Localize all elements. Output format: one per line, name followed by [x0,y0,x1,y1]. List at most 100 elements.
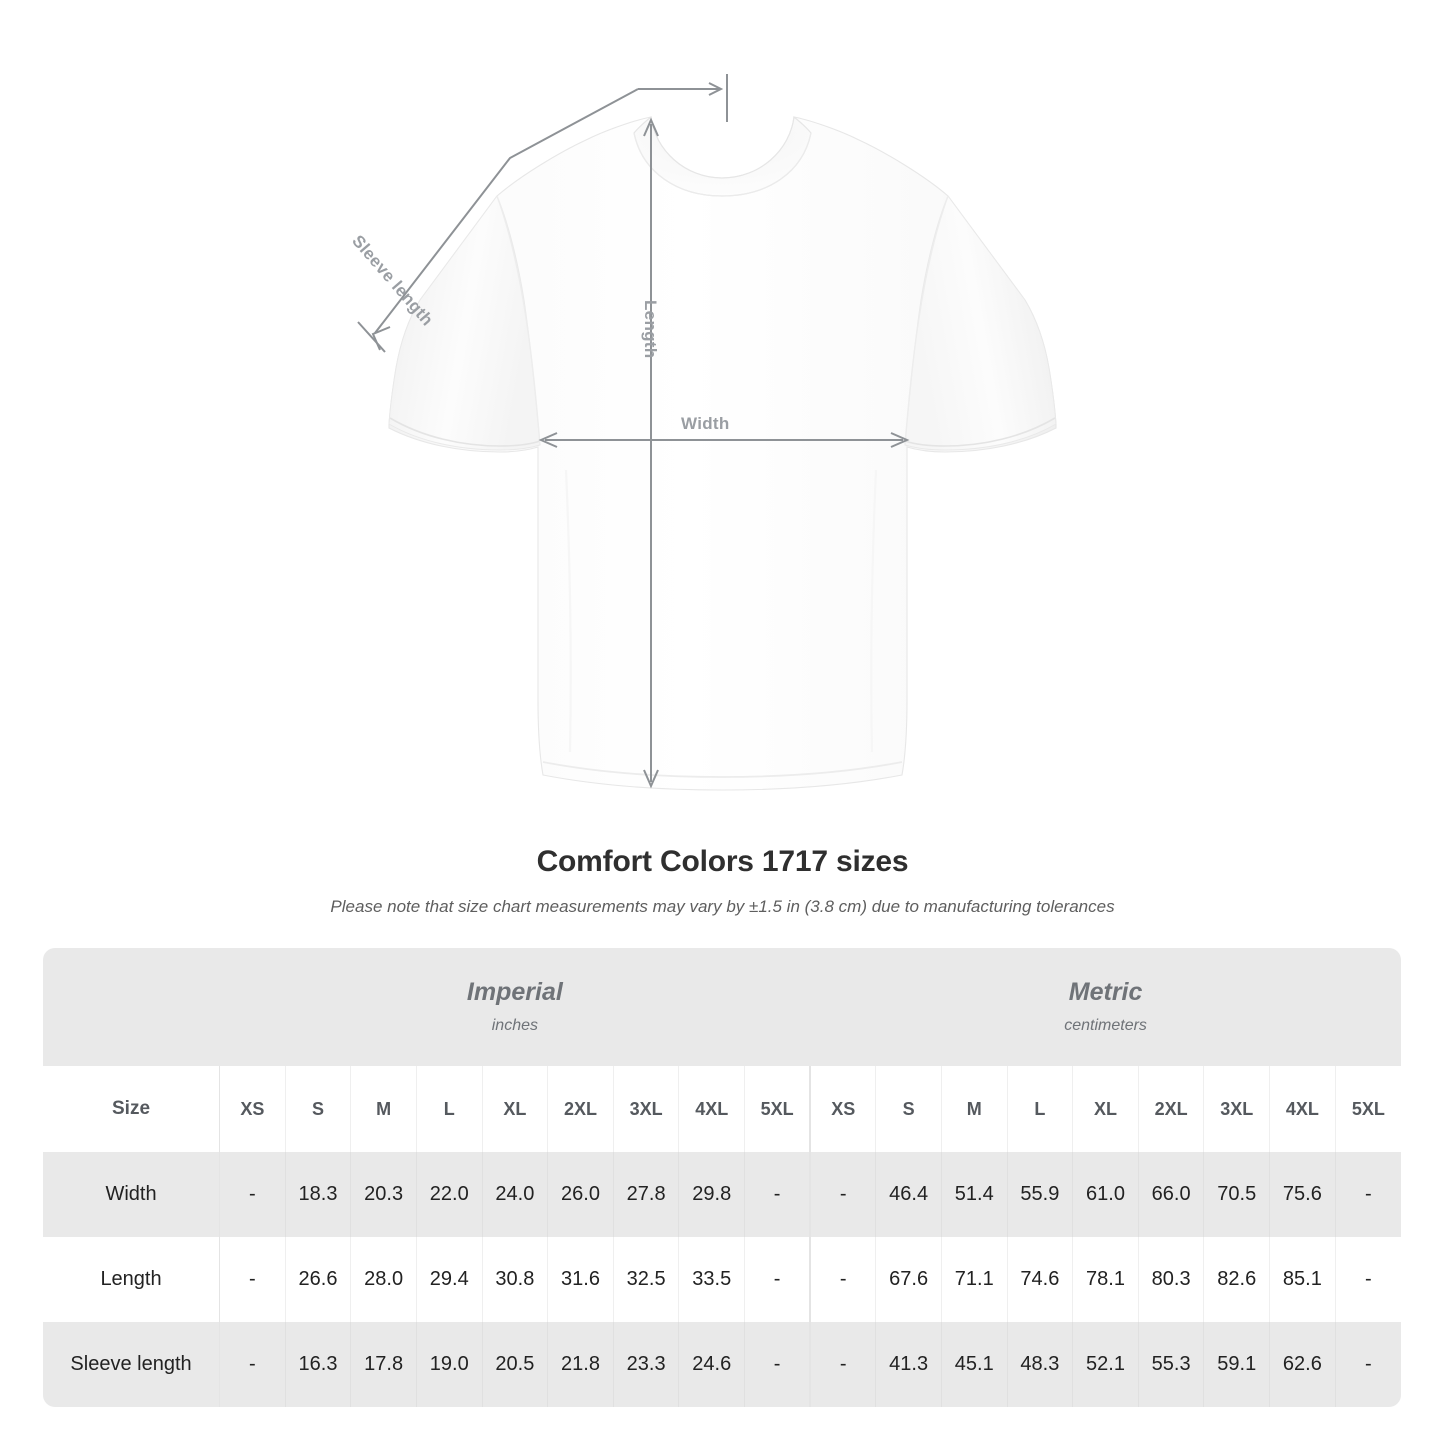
dimension-lines [357,74,910,789]
tshirt-illustration [357,74,1057,791]
cell-width-imperial-4xl: 29.8 [678,1152,746,1237]
unit-group-metric: Metric centimeters [810,948,1401,1066]
cell-length-metric-xs: - [809,1237,877,1322]
cell-length-metric-xl: 78.1 [1072,1237,1139,1322]
unit-group-name: Imperial [466,978,563,1007]
tshirt-diagram: Sleeve length Length Width [348,74,1057,791]
cell-sleeve-length-imperial-4xl: 24.6 [678,1322,746,1407]
cell-length-imperial-m: 28.0 [350,1237,417,1322]
cell-sleeve-length-metric-m: 45.1 [941,1322,1008,1407]
cell-length-imperial-s: 26.6 [285,1237,352,1322]
unit-group-row: Imperial inches Metric centimeters [43,948,1401,1066]
cell-sleeve-length-imperial-5xl: - [744,1322,811,1407]
size-header-imperial-4xl: 4XL [678,1066,746,1152]
cell-width-metric-2xl: 66.0 [1138,1152,1205,1237]
cell-length-metric-s: 67.6 [875,1237,942,1322]
size-header-imperial-xs: XS [219,1066,286,1152]
cell-length-metric-m: 71.1 [941,1237,1008,1322]
size-header-imperial-xl: XL [482,1066,549,1152]
cell-sleeve-length-metric-s: 41.3 [875,1322,942,1407]
cell-width-imperial-3xl: 27.8 [613,1152,680,1237]
row-label-sleeve-length: Sleeve length [43,1322,221,1407]
cell-sleeve-length-metric-l: 48.3 [1007,1322,1074,1407]
table-row: Sleeve length -16.3 17.8 19.0 20.5 21.8 23.3 24… [43,1322,1401,1407]
cell-sleeve-length-imperial-xs: - [219,1322,286,1407]
table-row: Width -18.3 20.3 22.0 24.0 26.0 27.8 29.8- -46.4… [43,1152,1401,1237]
cell-sleeve-length-metric-5xl: - [1335,1322,1401,1407]
size-header-row: Size XS S M L XL 2XL 3XL 4XL 5XL XS S M L XL 2XL 3XL 4XL 5… [43,1066,1401,1152]
cell-width-imperial-m: 20.3 [350,1152,417,1237]
cell-width-imperial-l: 22.0 [416,1152,483,1237]
cell-width-metric-3xl: 70.5 [1203,1152,1271,1237]
cell-width-imperial-2xl: 26.0 [547,1152,614,1237]
size-header-imperial-l: L [416,1066,483,1152]
cell-length-metric-l: 74.6 [1007,1237,1074,1322]
cell-sleeve-length-imperial-l: 19.0 [416,1322,483,1407]
cell-length-metric-2xl: 80.3 [1138,1237,1205,1322]
cell-width-imperial-5xl: - [744,1152,811,1237]
cell-sleeve-length-imperial-xl: 20.5 [482,1322,549,1407]
sleeve-length-dimension [357,74,728,353]
cell-width-metric-5xl: - [1335,1152,1401,1237]
size-header-metric-3xl: 3XL [1203,1066,1271,1152]
cell-length-metric-3xl: 82.6 [1203,1237,1271,1322]
size-header-metric-s: S [875,1066,942,1152]
cell-width-metric-l: 55.9 [1007,1152,1074,1237]
size-header-metric-l: L [1007,1066,1074,1152]
size-header-imperial-5xl: 5XL [744,1066,811,1152]
cell-length-imperial-xs: - [219,1237,286,1322]
cell-sleeve-length-metric-xs: - [809,1322,877,1407]
shirt-body [388,115,1057,791]
cell-length-imperial-3xl: 32.5 [613,1237,680,1322]
size-header-metric-m: M [941,1066,1008,1152]
cell-sleeve-length-imperial-s: 16.3 [285,1322,352,1407]
cell-sleeve-length-metric-2xl: 55.3 [1138,1322,1205,1407]
size-header-metric-5xl: 5XL [1335,1066,1401,1152]
unit-group-subtitle: inches [491,1016,538,1034]
cell-width-imperial-xl: 24.0 [482,1152,549,1237]
page-subtitle: Please note that size chart measurements… [330,897,1115,916]
size-header-metric-4xl: 4XL [1269,1066,1336,1152]
length-dimension [643,117,659,789]
cell-width-metric-xs: - [809,1152,877,1237]
size-header-imperial-s: S [285,1066,352,1152]
width-dimension [538,432,910,448]
cell-width-metric-xl: 61.0 [1072,1152,1139,1237]
size-header-metric-xl: XL [1072,1066,1139,1152]
cell-width-metric-4xl: 75.6 [1269,1152,1336,1237]
cell-length-imperial-xl: 30.8 [482,1237,549,1322]
cell-length-imperial-2xl: 31.6 [547,1237,614,1322]
size-header-metric-xs: XS [809,1066,877,1152]
cell-width-metric-m: 51.4 [941,1152,1008,1237]
row-label-length: Length [43,1237,221,1322]
cell-length-imperial-l: 29.4 [416,1237,483,1322]
unit-group-imperial: Imperial inches [219,948,811,1066]
cell-sleeve-length-imperial-3xl: 23.3 [613,1322,680,1407]
size-chart-table-container: Imperial inches Metric centimeters Size XS S M L… [43,948,1401,1407]
title-block: Comfort Colors 1717 sizes Please note th… [0,845,1445,917]
size-chart-table: Imperial inches Metric centimeters Size XS S M L… [43,948,1401,1407]
size-header-imperial-2xl: 2XL [547,1066,614,1152]
cell-length-imperial-5xl: - [744,1237,811,1322]
cell-width-metric-s: 46.4 [875,1152,942,1237]
length-label: Length [641,300,660,359]
cell-length-imperial-4xl: 33.5 [678,1237,746,1322]
cell-sleeve-length-imperial-2xl: 21.8 [547,1322,614,1407]
size-header-metric-2xl: 2XL [1138,1066,1205,1152]
row-label-width: Width [43,1152,221,1237]
cell-sleeve-length-metric-3xl: 59.1 [1203,1322,1271,1407]
size-header-label: Size [43,1066,221,1152]
cell-sleeve-length-imperial-m: 17.8 [350,1322,417,1407]
unit-group-subtitle: centimeters [1064,1016,1147,1034]
cell-length-metric-4xl: 85.1 [1269,1237,1336,1322]
table-row: Length -26.6 28.0 29.4 30.8 31.6 32.5 33.5- -67.… [43,1237,1401,1322]
size-header-imperial-3xl: 3XL [613,1066,680,1152]
width-label: Width [681,414,730,433]
unit-group-name: Metric [1068,978,1143,1007]
size-header-imperial-m: M [350,1066,417,1152]
cell-width-imperial-xs: - [219,1152,286,1237]
cell-sleeve-length-metric-xl: 52.1 [1072,1322,1139,1407]
cell-width-imperial-s: 18.3 [285,1152,352,1237]
page-title: Comfort Colors 1717 sizes [536,845,909,878]
cell-length-metric-5xl: - [1335,1237,1401,1322]
